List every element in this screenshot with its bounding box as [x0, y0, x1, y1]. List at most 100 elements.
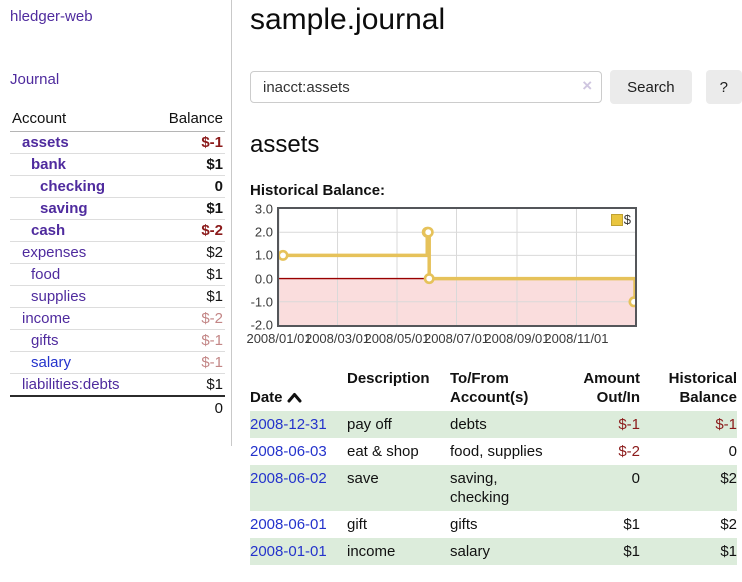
account-row: checking 0	[10, 175, 225, 198]
transaction-description: income	[347, 543, 396, 560]
account-balance: $-1	[150, 329, 225, 352]
account-name-cell: checking	[10, 175, 151, 198]
account-row: food $1	[10, 263, 225, 286]
accounts-total-value: 0	[150, 395, 225, 420]
account-balance: $1	[150, 373, 225, 396]
account-row: salary $-1	[10, 351, 225, 374]
chart-xtick-label: 2008/09/01	[484, 331, 550, 346]
account-balance: $-2	[150, 219, 225, 242]
account-name-cell: expenses	[10, 241, 151, 264]
account-balance: $1	[150, 153, 225, 176]
chart-xtick-label: 2008/11/01	[544, 331, 609, 346]
help-button[interactable]: ?	[705, 70, 742, 104]
clear-search-icon[interactable]: ×	[582, 76, 593, 95]
chart-ytick-label: 3.0	[254, 201, 273, 217]
chart-legend: $	[610, 212, 631, 227]
register-header-amount: Amount Out/In	[583, 370, 640, 406]
app-title-link[interactable]: hledger-web	[10, 8, 93, 25]
account-row: gifts $-1	[10, 329, 225, 352]
account-balance: $1	[150, 285, 225, 308]
account-name-cell: salary	[10, 351, 151, 374]
chart-data-point	[628, 296, 635, 308]
sort-ascending-icon	[287, 393, 302, 403]
account-link[interactable]: saving	[40, 200, 88, 217]
account-name-cell: supplies	[10, 285, 151, 308]
transaction-accounts: debts	[450, 416, 487, 433]
transaction-date-link[interactable]: 2008-12-31	[250, 416, 327, 433]
account-row: cash $-2	[10, 219, 225, 242]
accounts-header-account: Account	[10, 108, 151, 132]
transaction-date-link[interactable]: 2008-01-01	[250, 543, 327, 560]
register-header-historical: Historical Balance	[668, 370, 737, 406]
transaction-date-link[interactable]: 2008-06-01	[250, 516, 327, 533]
chart-data-point	[279, 249, 289, 261]
transaction-historical-balance: $2	[720, 470, 737, 487]
account-row: supplies $1	[10, 285, 225, 308]
search-form: × Search ?	[250, 70, 742, 104]
account-row: liabilities:debts $1	[10, 373, 225, 396]
account-link[interactable]: food	[31, 266, 61, 283]
transaction-amount: $-2	[618, 443, 640, 460]
account-row: assets $-1	[10, 132, 225, 154]
transaction-date-cell: 2008-06-03	[250, 438, 347, 465]
chart-xtick-label: 2008/03/01	[304, 331, 371, 346]
transaction-date-link[interactable]: 2008-06-02	[250, 470, 327, 487]
accounts-header-balance: Balance	[150, 108, 225, 132]
chart-data-point	[423, 273, 435, 285]
account-link[interactable]: supplies	[31, 288, 87, 305]
account-row: saving $1	[10, 197, 225, 220]
main-content: sample.journal × Search ? assets Histori…	[246, 0, 742, 565]
chart-xtick-label: 2008/05/01	[364, 331, 430, 346]
page-title: sample.journal	[250, 3, 446, 36]
transaction-description: eat & shop	[347, 443, 419, 460]
account-link[interactable]: checking	[40, 178, 106, 195]
account-link[interactable]: liabilities:debts	[22, 376, 120, 393]
transaction-row: 2008-06-03 eat & shop food, supplies $-2 0	[250, 438, 737, 465]
register-header-date[interactable]: Date	[250, 367, 347, 411]
sidebar: hledger-web Journal Account Balance asse…	[0, 0, 232, 446]
search-input[interactable]	[250, 71, 603, 103]
chart-ytick-label: 2.0	[254, 224, 273, 240]
sidebar-item-journal[interactable]: Journal	[10, 71, 60, 88]
transaction-description: pay off	[347, 416, 392, 433]
transaction-description: save	[347, 470, 379, 487]
account-balance: $2	[150, 241, 225, 264]
chart-title: Historical Balance:	[250, 182, 386, 199]
accounts-total-row: 0	[10, 395, 225, 420]
transaction-row: 2008-01-01 income salary $1 $1	[250, 538, 737, 565]
transaction-accounts: salary	[450, 543, 491, 560]
account-balance: $1	[150, 197, 225, 220]
transaction-accounts: gifts	[450, 516, 478, 533]
transaction-row: 2008-12-31 pay off debts $-1 $-1	[250, 411, 737, 438]
account-link[interactable]: cash	[31, 222, 66, 239]
account-link[interactable]: gifts	[31, 332, 59, 349]
account-link[interactable]: bank	[31, 156, 67, 173]
register-header-accounts: To/From Account(s)	[450, 370, 529, 406]
account-link[interactable]: assets	[22, 134, 69, 151]
register-table: Date Description To/From Account(s) Amou…	[250, 367, 737, 565]
account-name-cell: liabilities:debts	[10, 373, 151, 396]
account-balance: $-2	[150, 307, 225, 330]
chart-ytick-label: 1.0	[254, 247, 273, 263]
account-name-cell: food	[10, 263, 151, 286]
transaction-date-link[interactable]: 2008-06-03	[250, 443, 327, 460]
account-link[interactable]: salary	[31, 354, 72, 371]
account-name-cell: bank	[10, 153, 151, 176]
transaction-historical-balance: $-1	[715, 416, 737, 433]
account-balance: $1	[150, 263, 225, 286]
transaction-date-cell: 2008-12-31	[250, 411, 347, 438]
chart-xtick-label: 2008/01/01	[246, 331, 312, 346]
account-row: expenses $2	[10, 241, 225, 264]
chart-plot-area[interactable]: $	[277, 207, 637, 327]
transaction-amount: $1	[623, 516, 640, 533]
legend-dollar-swatch	[610, 213, 623, 226]
search-button[interactable]: Search	[610, 70, 692, 104]
transaction-row: 2008-06-02 save saving, checking 0 $2	[250, 465, 737, 511]
chart-ytick-label: -2.0	[250, 317, 273, 333]
account-name-cell: assets	[10, 132, 150, 154]
transaction-amount: 0	[631, 470, 640, 487]
account-link[interactable]: expenses	[22, 244, 87, 261]
accounts-table: Account Balance assets $-1 bank $1 checking 0…	[10, 108, 225, 420]
account-link[interactable]: income	[22, 310, 71, 327]
search-input-wrap: ×	[250, 71, 603, 103]
